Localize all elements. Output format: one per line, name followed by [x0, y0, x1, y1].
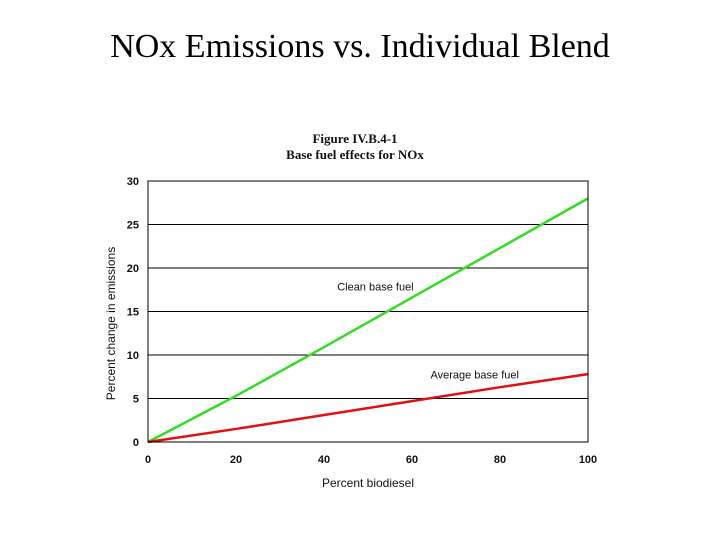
x-tick-label: 80 — [494, 454, 506, 466]
y-tick-label: 0 — [133, 437, 139, 449]
x-tick-label: 40 — [318, 454, 330, 466]
y-tick-labels: 0 5 10 15 20 25 30 — [127, 176, 139, 449]
series-line-clean-base-fuel — [147, 197, 589, 444]
gridlines — [148, 180, 588, 443]
series-lines — [147, 197, 589, 444]
x-tick-label: 60 — [406, 454, 418, 466]
series-label-average-base-fuel: Average base fuel — [430, 369, 518, 381]
x-tick-label: 0 — [145, 454, 151, 466]
y-tick-label: 25 — [127, 220, 139, 232]
y-tick-label: 5 — [133, 394, 139, 406]
y-tick-label: 30 — [127, 176, 139, 188]
chart-title: Figure IV.B.4-1 — [312, 131, 398, 146]
x-tick-labels: 0 20 40 60 80 100 — [145, 454, 597, 466]
x-tick-label: 20 — [230, 454, 242, 466]
y-tick-label: 10 — [127, 350, 139, 362]
y-tick-label: 15 — [127, 307, 139, 319]
y-tick-label: 20 — [127, 263, 139, 275]
slide-title: NOx Emissions vs. Individual Blend — [110, 28, 610, 65]
chart-subtitle: Base fuel effects for NOx — [286, 147, 424, 162]
x-tick-label: 100 — [579, 454, 597, 466]
figure-title-block: Figure IV.B.4-1 Base fuel effects for NO… — [270, 131, 440, 163]
plot-frame — [147, 180, 589, 443]
series-label-clean-base-fuel: Clean base fuel — [337, 282, 413, 294]
y-axis-label: Percent change in emissions — [104, 247, 118, 400]
x-axis-label: Percent biodiesel — [322, 476, 414, 490]
series-line-average-base-fuel — [147, 372, 589, 444]
